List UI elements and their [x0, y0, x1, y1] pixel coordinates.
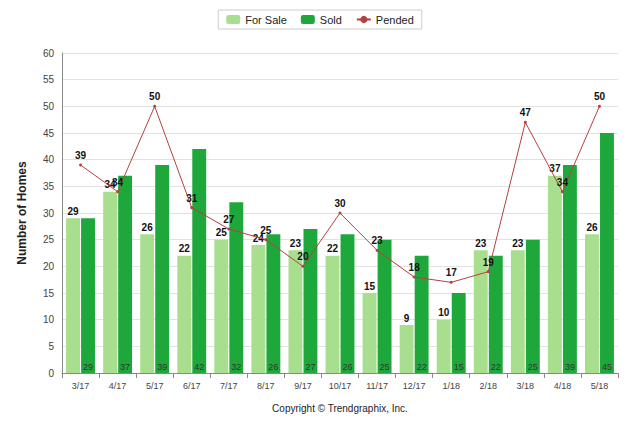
svg-text:39: 39 [565, 362, 575, 372]
svg-text:Pended: Pended [376, 14, 414, 26]
svg-text:39: 39 [75, 150, 87, 161]
svg-text:3/17: 3/17 [72, 381, 90, 391]
svg-text:55: 55 [43, 74, 55, 85]
svg-text:35: 35 [43, 181, 55, 192]
svg-text:10/17: 10/17 [329, 381, 352, 391]
svg-text:20: 20 [43, 261, 55, 272]
svg-text:22: 22 [327, 243, 339, 254]
svg-text:8/17: 8/17 [257, 381, 275, 391]
svg-text:19: 19 [483, 257, 495, 268]
svg-text:24: 24 [252, 232, 264, 244]
svg-text:15: 15 [43, 288, 55, 299]
svg-text:18: 18 [409, 262, 421, 273]
svg-text:0: 0 [48, 368, 54, 379]
svg-text:1/18: 1/18 [442, 381, 460, 391]
svg-text:9/17: 9/17 [294, 381, 312, 391]
svg-text:37: 37 [120, 362, 130, 372]
svg-text:17: 17 [446, 267, 458, 278]
svg-text:4/17: 4/17 [109, 381, 127, 391]
svg-text:7/17: 7/17 [220, 381, 238, 391]
svg-text:25: 25 [380, 362, 390, 372]
svg-text:26: 26 [142, 222, 154, 233]
svg-text:12/17: 12/17 [403, 381, 426, 391]
svg-text:37: 37 [549, 163, 561, 174]
svg-text:Copyright © Trendgraphix, Inc.: Copyright © Trendgraphix, Inc. [272, 403, 408, 414]
svg-text:27: 27 [223, 214, 235, 225]
svg-text:5/18: 5/18 [591, 381, 609, 391]
svg-text:50: 50 [149, 91, 161, 102]
svg-text:3/18: 3/18 [517, 381, 535, 391]
svg-text:2/18: 2/18 [480, 381, 498, 391]
svg-text:40: 40 [43, 154, 55, 165]
svg-text:29: 29 [83, 362, 93, 372]
svg-text:5: 5 [48, 341, 54, 352]
svg-text:45: 45 [43, 128, 55, 139]
svg-text:4/18: 4/18 [554, 381, 572, 391]
svg-text:Number of Homes: Number of Homes [15, 161, 29, 265]
svg-text:For Sale: For Sale [245, 14, 287, 26]
svg-text:22: 22 [491, 362, 501, 372]
svg-text:Sold: Sold [320, 14, 342, 26]
svg-text:23: 23 [290, 238, 302, 249]
svg-text:23: 23 [372, 235, 384, 246]
svg-text:9: 9 [404, 313, 410, 324]
svg-text:42: 42 [194, 362, 204, 372]
svg-text:22: 22 [417, 362, 427, 372]
svg-text:45: 45 [602, 362, 612, 372]
svg-text:11/17: 11/17 [366, 381, 388, 391]
svg-text:25: 25 [528, 362, 538, 372]
svg-text:25: 25 [43, 234, 55, 245]
svg-text:30: 30 [43, 208, 55, 219]
svg-text:30: 30 [334, 198, 346, 209]
svg-text:23: 23 [512, 238, 524, 249]
svg-text:26: 26 [342, 362, 352, 372]
svg-text:15: 15 [364, 281, 376, 292]
svg-text:25: 25 [260, 225, 272, 236]
svg-text:50: 50 [594, 91, 606, 102]
svg-text:50: 50 [43, 101, 55, 112]
svg-text:26: 26 [268, 362, 278, 372]
svg-text:10: 10 [438, 307, 450, 318]
svg-text:20: 20 [297, 251, 309, 262]
svg-text:60: 60 [43, 48, 55, 59]
svg-text:26: 26 [586, 222, 598, 233]
svg-text:39: 39 [157, 362, 167, 372]
svg-text:34: 34 [112, 177, 124, 188]
svg-text:29: 29 [67, 206, 79, 217]
svg-text:10: 10 [43, 314, 55, 325]
svg-text:25: 25 [216, 227, 228, 238]
svg-text:6/17: 6/17 [183, 381, 201, 391]
svg-text:47: 47 [520, 107, 532, 118]
svg-text:15: 15 [454, 362, 464, 372]
svg-text:32: 32 [231, 362, 241, 372]
svg-text:34: 34 [557, 177, 569, 188]
svg-text:34: 34 [104, 179, 116, 191]
svg-text:5/17: 5/17 [146, 381, 164, 391]
svg-text:27: 27 [305, 362, 315, 372]
svg-text:22: 22 [179, 243, 191, 254]
svg-text:31: 31 [186, 193, 198, 204]
svg-text:23: 23 [475, 238, 487, 249]
